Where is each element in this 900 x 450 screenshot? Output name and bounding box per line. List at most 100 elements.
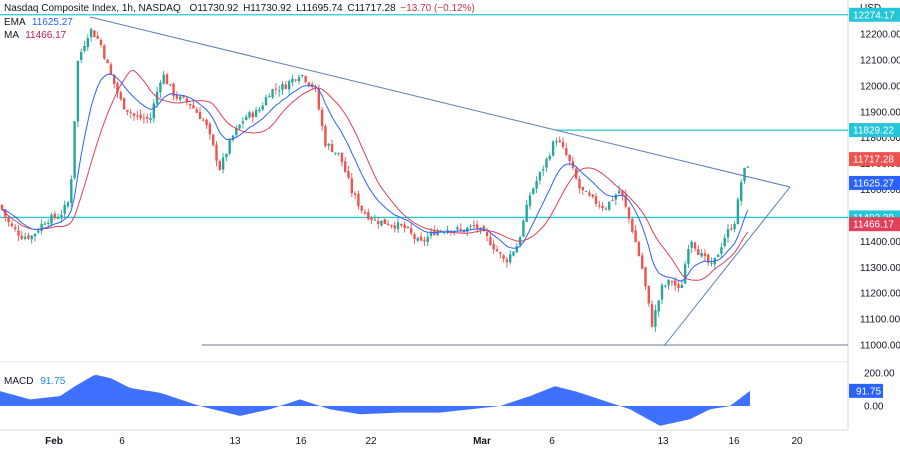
price-axis[interactable]: 11000.00 11100.00 11200.00 11300.00 11400.00… (849, 3, 900, 413)
candle-up (149, 118, 152, 121)
candle-down (561, 141, 565, 147)
candle-down (53, 213, 56, 218)
candle-down (169, 84, 172, 86)
candle-down (116, 83, 119, 93)
candle-up (179, 96, 182, 100)
candle-down (212, 134, 215, 146)
candle-down (314, 86, 317, 89)
ascending-trendline (663, 186, 791, 347)
ma-label: MA (4, 30, 19, 41)
macd-tick-label: 200.00 (864, 369, 895, 380)
candle-up (608, 201, 611, 210)
candle-up (525, 204, 528, 222)
candle-down (400, 223, 403, 226)
candle-down (208, 123, 212, 135)
candle-up (261, 105, 264, 110)
candle-up (258, 109, 261, 112)
candle-up (743, 167, 746, 182)
candle-down (693, 242, 697, 249)
candle-up (746, 166, 749, 168)
ema-line (1, 73, 749, 282)
candle-up (515, 246, 518, 253)
candle-up (555, 141, 558, 143)
candle-down (588, 192, 591, 196)
candle-down (20, 235, 23, 239)
candle-down (647, 285, 650, 304)
price-tick-label: 12100.00 (860, 55, 900, 66)
candle-up (604, 208, 608, 210)
candle-up (33, 233, 37, 237)
candle-up (690, 241, 693, 248)
macd-value-tag (849, 383, 883, 398)
chart-frame (0, 0, 849, 431)
candle-up (373, 219, 377, 221)
candle-up (291, 78, 294, 83)
candle-down (304, 76, 307, 82)
candle-up (86, 38, 89, 48)
candle-down (317, 88, 320, 110)
candle-down (674, 280, 677, 286)
candle-down (611, 200, 614, 202)
candle-up (43, 223, 47, 225)
price-tag (849, 175, 900, 190)
candle-down (386, 223, 390, 225)
candle-down (377, 220, 380, 225)
open-value: O11730.92 (189, 3, 239, 14)
symbol-legend: Nasdaq Composite Index, 1h, NASDAQ O1173… (4, 3, 477, 15)
macd-value: 91.75 (40, 376, 66, 387)
candle-down (598, 205, 601, 207)
candle-up (584, 191, 588, 193)
candle-up (76, 60, 80, 122)
candle-down (215, 144, 218, 161)
price-tick-label: 11400.00 (860, 237, 900, 248)
price-tag-label: 12274.17 (853, 10, 895, 21)
candle-down (594, 196, 598, 204)
candle-up (221, 157, 225, 170)
candle-up (528, 195, 532, 206)
candle-up (614, 194, 617, 200)
candle-down (357, 193, 360, 207)
candle-down (165, 74, 169, 85)
candle-down (146, 116, 149, 119)
price-tag (849, 152, 900, 167)
candle-up (66, 202, 70, 207)
candle-up (301, 75, 304, 77)
time-axis[interactable]: Feb 6 13 16 22 Mar 6 13 16 20 (45, 436, 803, 447)
candle-up (287, 81, 291, 90)
candle-down (499, 252, 502, 254)
candle-down (383, 218, 386, 224)
candle-down (192, 105, 195, 109)
candle-up (60, 215, 63, 218)
candle-down (565, 147, 568, 155)
candle-up (231, 135, 235, 140)
candle-up (456, 227, 459, 230)
candle-up (327, 143, 330, 146)
candle-down (119, 92, 122, 100)
candle-down (360, 205, 363, 211)
candle-up (30, 235, 33, 240)
candle-up (687, 249, 690, 265)
candle-up (37, 230, 40, 233)
candle-down (485, 231, 489, 237)
candle-up (73, 121, 76, 178)
candle-up (532, 188, 535, 195)
price-tick-label: 11600.00 (860, 185, 900, 196)
candle-up (248, 112, 251, 118)
time-tick-label: 20 (791, 436, 803, 447)
candle-down (403, 224, 406, 229)
trendlines (89, 16, 791, 347)
candle-up (429, 231, 433, 237)
price-tick-label: 12000.00 (860, 81, 900, 92)
candle-down (558, 140, 561, 142)
candle-up (683, 264, 687, 284)
candle-down (284, 84, 287, 89)
candle-down (350, 178, 353, 194)
candle-down (489, 236, 492, 246)
candle-up (657, 300, 660, 312)
candle-down (175, 94, 179, 99)
candle-down (367, 212, 370, 220)
candle-up (268, 96, 271, 98)
candle-up (380, 220, 383, 226)
candle-down (644, 267, 647, 287)
